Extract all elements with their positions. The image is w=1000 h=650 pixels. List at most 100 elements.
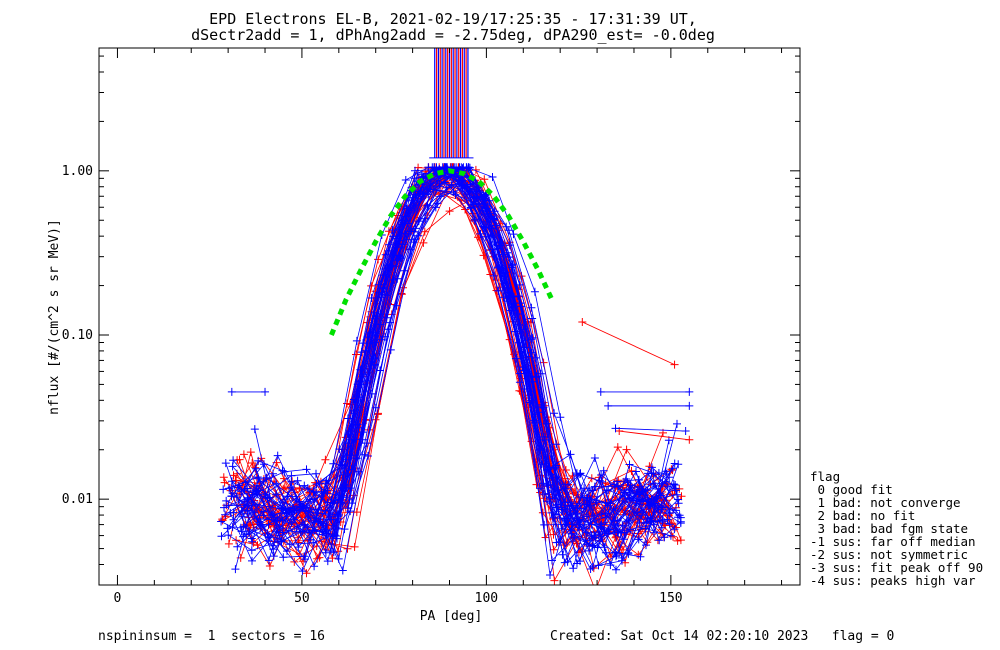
data-point-marker xyxy=(252,464,261,473)
peak-bars xyxy=(429,48,474,159)
trace-line xyxy=(242,166,667,537)
data-point-marker xyxy=(321,548,330,557)
trace-line xyxy=(232,171,670,572)
trace-line xyxy=(238,166,662,527)
trace-line xyxy=(231,166,678,529)
data-point-marker xyxy=(333,534,341,543)
data-point-marker xyxy=(670,525,679,534)
trace-line xyxy=(615,427,686,432)
data-point-marker xyxy=(357,380,366,389)
fit-curve xyxy=(329,168,556,336)
data-point-marker xyxy=(300,520,309,529)
x-tick-label: 0 xyxy=(114,591,122,606)
data-point-marker xyxy=(402,212,411,221)
data-point-marker xyxy=(323,557,332,566)
data-point-marker xyxy=(352,336,361,345)
data-point-marker xyxy=(650,499,659,508)
data-point-marker xyxy=(342,483,351,492)
data-point-marker xyxy=(416,187,425,196)
data-point-marker xyxy=(488,173,497,181)
data-point-marker xyxy=(660,533,669,542)
data-point-marker xyxy=(569,564,578,573)
series-blue xyxy=(217,163,685,579)
data-point-marker xyxy=(544,480,553,489)
data-point-marker xyxy=(224,539,233,548)
data-point-marker xyxy=(309,538,318,547)
trace-line xyxy=(230,175,680,553)
data-point-marker xyxy=(383,291,392,300)
data-point-marker xyxy=(263,530,272,538)
data-point-marker xyxy=(386,345,395,354)
data-point-marker xyxy=(537,460,546,469)
data-point-marker xyxy=(599,466,608,475)
data-point-marker xyxy=(273,451,282,460)
data-point-marker xyxy=(558,524,566,533)
data-point-marker xyxy=(649,520,658,529)
data-point-marker xyxy=(575,523,584,532)
data-point-marker xyxy=(389,276,398,284)
data-point-marker xyxy=(567,526,576,535)
data-point-marker xyxy=(669,532,677,541)
data-point-marker xyxy=(505,241,514,250)
trace-line xyxy=(232,166,677,534)
data-point-marker xyxy=(235,455,244,464)
y-tick-label: 1.00 xyxy=(62,164,93,179)
data-point-marker xyxy=(278,466,287,475)
data-point-marker xyxy=(550,576,559,585)
data-point-marker xyxy=(617,553,626,562)
data-point-marker xyxy=(650,528,658,537)
data-point-marker xyxy=(250,508,259,517)
data-point-marker xyxy=(239,450,248,459)
x-axis-label: PA [deg] xyxy=(420,609,483,624)
data-point-marker xyxy=(671,481,680,489)
data-point-marker xyxy=(386,318,395,327)
data-point-marker xyxy=(673,419,681,428)
data-point-marker xyxy=(507,306,516,315)
data-point-marker xyxy=(345,495,354,503)
data-point-marker xyxy=(279,553,288,562)
data-point-marker xyxy=(224,501,233,510)
data-point-marker xyxy=(509,230,518,239)
data-point-marker xyxy=(239,532,248,541)
data-point-marker xyxy=(392,301,401,310)
data-point-marker xyxy=(552,461,561,470)
data-point-marker xyxy=(604,401,613,410)
data-point-marker xyxy=(278,504,287,512)
data-point-marker xyxy=(589,564,598,573)
data-point-marker xyxy=(487,224,496,233)
data-point-marker xyxy=(231,476,240,485)
data-point-marker xyxy=(636,552,645,561)
data-point-marker xyxy=(592,498,601,507)
data-point-marker xyxy=(570,488,579,497)
data-point-marker xyxy=(644,469,653,478)
legend-entry: -1 sus: far off median xyxy=(810,534,976,549)
data-point-marker xyxy=(371,403,380,412)
data-point-marker xyxy=(645,501,653,510)
legend-entry: -3 sus: fit peak off 90 xyxy=(810,560,983,575)
data-point-marker xyxy=(259,511,268,520)
data-point-marker xyxy=(613,477,621,486)
data-point-marker xyxy=(681,427,690,436)
data-point-marker xyxy=(472,199,480,208)
data-point-marker xyxy=(613,443,622,452)
data-point-marker xyxy=(260,460,268,469)
trace-line xyxy=(236,186,664,546)
data-point-marker xyxy=(264,520,273,529)
data-point-marker xyxy=(527,348,536,357)
data-point-marker xyxy=(278,516,287,525)
axes: 0 50 100 150 0.01 0.10 1.00 xyxy=(62,47,801,606)
data-point-marker xyxy=(581,528,590,537)
data-point-marker xyxy=(626,481,635,490)
data-point-marker xyxy=(302,569,311,578)
trace-line xyxy=(582,321,675,366)
data-point-marker xyxy=(304,507,313,516)
data-point-marker xyxy=(550,409,559,418)
data-point-marker xyxy=(576,493,585,501)
legend-entry: 2 bad: no fit xyxy=(810,508,915,523)
data-point-marker xyxy=(636,490,645,499)
data-point-marker xyxy=(283,547,291,556)
outlier-traces xyxy=(227,317,694,444)
data-point-marker xyxy=(643,515,652,524)
data-point-marker xyxy=(322,529,331,538)
